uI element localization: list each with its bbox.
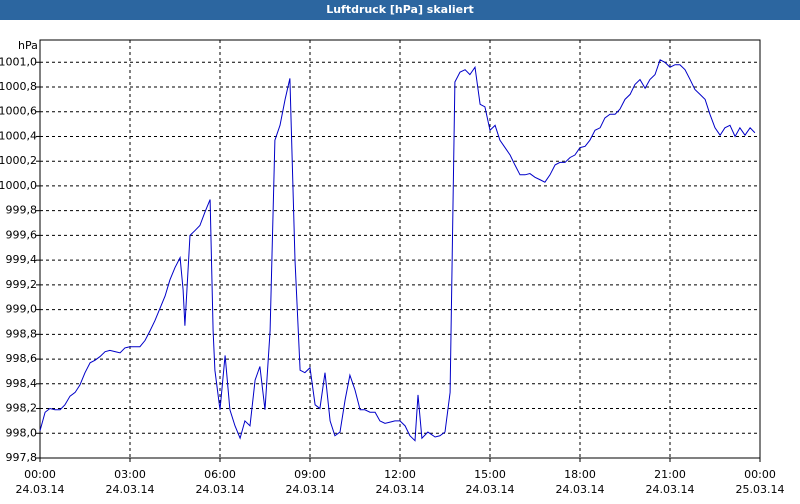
- x-tick-label: 06:00: [204, 468, 236, 481]
- y-tick-label: 998,8: [6, 327, 38, 340]
- x-tick-date: 24.03.14: [466, 483, 515, 496]
- x-tick-date: 24.03.14: [376, 483, 425, 496]
- y-tick-label: 1000,2: [0, 154, 37, 167]
- y-tick-label: 999,8: [6, 204, 38, 217]
- y-tick-label: 1000,6: [0, 105, 37, 118]
- x-tick-date: 24.03.14: [16, 483, 65, 496]
- x-tick-date: 24.03.14: [196, 483, 245, 496]
- y-axis-label: hPa: [18, 39, 38, 52]
- x-tick-label: 12:00: [384, 468, 416, 481]
- x-tick-label: 00:00: [744, 468, 776, 481]
- x-tick-label: 18:00: [564, 468, 596, 481]
- y-tick-label: 999,0: [6, 303, 38, 316]
- title-bar: [0, 0, 800, 20]
- y-tick-label: 1000,4: [0, 129, 37, 142]
- y-tick-label: 1000,0: [0, 179, 37, 192]
- y-tick-label: 999,2: [6, 278, 38, 291]
- y-tick-label: 998,2: [6, 402, 38, 415]
- y-tick-label: 1000,8: [0, 80, 37, 93]
- y-tick-label: 997,8: [6, 451, 38, 464]
- x-tick-date: 25.03.14: [736, 483, 785, 496]
- y-tick-label: 999,4: [6, 253, 38, 266]
- x-tick-date: 24.03.14: [106, 483, 155, 496]
- x-tick-date: 24.03.14: [286, 483, 335, 496]
- data-line: [39, 59, 756, 442]
- y-tick-label: 998,0: [6, 426, 38, 439]
- y-tick-label: 999,6: [6, 228, 38, 241]
- y-tick-label: 998,6: [6, 352, 38, 365]
- x-tick-label: 00:00: [24, 468, 56, 481]
- y-tick-label: 998,4: [6, 377, 38, 390]
- x-tick-label: 03:00: [114, 468, 146, 481]
- x-tick-label: 15:00: [474, 468, 506, 481]
- y-tick-label: 1001,0: [0, 55, 37, 68]
- x-tick-date: 24.03.14: [646, 483, 695, 496]
- x-tick-date: 24.03.14: [556, 483, 605, 496]
- x-tick-label: 21:00: [654, 468, 686, 481]
- chart-title: Luftdruck [hPa] skaliert: [326, 3, 474, 16]
- x-tick-label: 09:00: [294, 468, 326, 481]
